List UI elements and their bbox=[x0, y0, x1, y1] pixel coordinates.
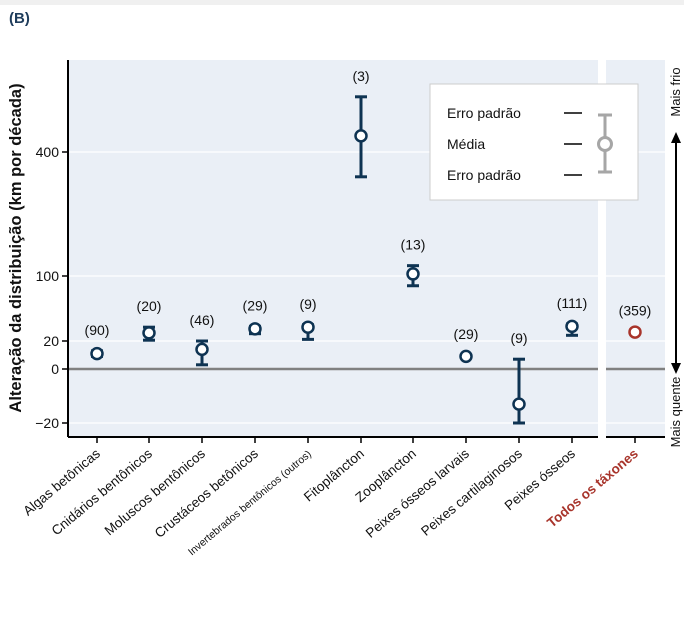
category-label: Moluscos bentônicos bbox=[102, 446, 208, 539]
category-label: Peixes ósseos larvais bbox=[363, 446, 472, 541]
legend: Erro padrão Média Erro padrão bbox=[429, 83, 639, 201]
y-tick-label: −20 bbox=[35, 415, 59, 431]
data-point-1: (20) bbox=[137, 298, 162, 342]
count-label: (46) bbox=[190, 312, 215, 328]
mean-marker bbox=[512, 397, 526, 411]
mean-marker bbox=[142, 326, 156, 340]
count-label: (29) bbox=[454, 326, 479, 342]
panel-label: (B) bbox=[9, 10, 30, 27]
data-point-9: (111) bbox=[557, 295, 588, 337]
arrow-head-down bbox=[671, 363, 681, 374]
legend-label-0: Erro padrão bbox=[447, 105, 521, 121]
y-tick-label: 400 bbox=[36, 144, 60, 160]
category-label: Crustáceos betônicos bbox=[152, 446, 261, 541]
count-label: (29) bbox=[243, 297, 268, 313]
mean-marker bbox=[248, 322, 262, 336]
data-point-3: (29) bbox=[243, 297, 268, 336]
data-point-0: (90) bbox=[85, 322, 110, 361]
label-warmer: Mais quente bbox=[668, 377, 683, 448]
legend-marker bbox=[597, 136, 613, 152]
mean-marker bbox=[90, 346, 104, 361]
legend-label-1: Média bbox=[447, 136, 485, 152]
mean-marker bbox=[406, 267, 420, 281]
count-label: (13) bbox=[401, 237, 426, 253]
data-point-7: (29) bbox=[454, 326, 479, 364]
data-point-4: (9) bbox=[299, 296, 317, 341]
category-label: Cnidários bentônicos bbox=[49, 446, 155, 539]
data-point-2: (46) bbox=[190, 312, 215, 367]
y-axis-label: Alteração da distribuição (km por década… bbox=[7, 83, 25, 412]
axis-break bbox=[598, 60, 606, 441]
mean-marker bbox=[565, 319, 579, 334]
count-label: (359) bbox=[619, 302, 652, 318]
arrow-head-up bbox=[671, 132, 681, 143]
y-tick-label: 20 bbox=[43, 333, 59, 349]
mean-marker bbox=[301, 320, 315, 334]
count-label: (111) bbox=[557, 295, 588, 311]
data-point-6: (13) bbox=[401, 237, 426, 288]
mean-marker bbox=[195, 342, 209, 357]
mean-marker bbox=[628, 325, 642, 339]
label-colder: Mais frio bbox=[668, 67, 683, 116]
count-label: (3) bbox=[352, 68, 369, 84]
data-point-10: (359) bbox=[619, 302, 652, 339]
top-strip bbox=[0, 0, 684, 5]
count-label: (90) bbox=[85, 322, 110, 338]
count-label: (20) bbox=[137, 298, 162, 314]
legend-label-2: Erro padrão bbox=[447, 167, 521, 183]
mean-marker bbox=[459, 349, 473, 364]
category-label: Peixes cartilaginosos bbox=[418, 446, 525, 539]
y-tick-label: 100 bbox=[36, 268, 60, 284]
count-label: (9) bbox=[510, 330, 527, 346]
mean-marker bbox=[354, 129, 368, 143]
count-label: (9) bbox=[299, 296, 316, 312]
data-point-5: (3) bbox=[352, 68, 370, 179]
y-tick-label: 0 bbox=[51, 361, 59, 377]
data-point-8: (9) bbox=[510, 330, 528, 425]
temperature-arrow: Mais frio Mais quente bbox=[668, 67, 683, 447]
